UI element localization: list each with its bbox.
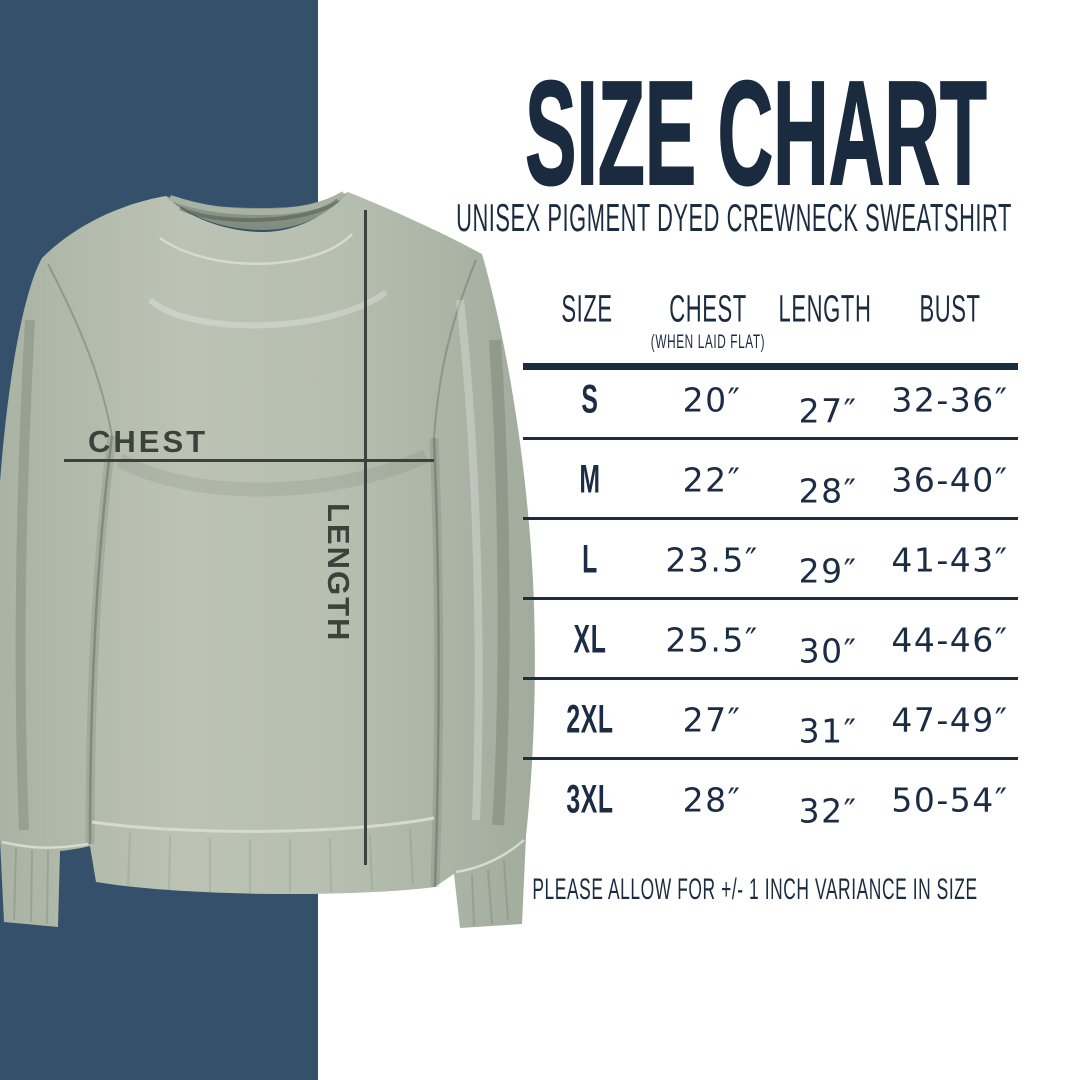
chest-cell: 25.5″ <box>665 620 759 660</box>
chest-cell: 23.5″ <box>665 540 759 580</box>
bust-cell: 41-43″ <box>891 540 1009 580</box>
length-cell: 32″ <box>798 791 858 831</box>
bust-cell: 44-46″ <box>891 620 1009 660</box>
table-row: L 23.5″ 29″ 41-43″ <box>0 520 1080 600</box>
size-cell: L <box>582 537 598 582</box>
chest-measure-line <box>64 459 434 462</box>
page-title: SIZE CHART <box>525 51 988 216</box>
variance-note: PLEASE ALLOW FOR +/- 1 INCH VARIANCE IN … <box>532 873 978 906</box>
table-row: XL 25.5″ 30″ 44-46″ <box>0 600 1080 680</box>
chest-cell: 27″ <box>682 700 742 740</box>
bust-cell: 50-54″ <box>891 780 1009 820</box>
size-cell: S <box>581 377 599 422</box>
size-cell: 3XL <box>566 777 614 822</box>
length-cell: 27″ <box>798 391 858 431</box>
size-cell: XL <box>573 617 607 662</box>
column-header-chest-subnote: (WHEN LAID FLAT) <box>650 332 766 353</box>
table-row: S 20″ 27″ 32-36″ <box>0 360 1080 440</box>
length-cell: 28″ <box>798 471 858 511</box>
length-cell: 30″ <box>798 631 858 671</box>
length-cell: 31″ <box>798 711 858 751</box>
chest-cell: 22″ <box>682 460 742 500</box>
size-cell: M <box>579 457 601 502</box>
chest-cell: 20″ <box>682 380 742 420</box>
bust-cell: 32-36″ <box>891 380 1009 420</box>
column-header-length: LENGTH <box>778 288 872 331</box>
column-header-size: SIZE <box>561 288 613 331</box>
length-cell: 29″ <box>798 551 858 591</box>
table-row: 2XL 27″ 31″ 47-49″ <box>0 680 1080 760</box>
column-header-bust: BUST <box>919 288 981 331</box>
chest-measure-label: CHEST <box>88 424 209 459</box>
sweatshirt-image <box>0 191 535 928</box>
size-table: S 20″ 27″ 32-36″ M 22″ 28″ 36-40″ L 23.5… <box>0 360 1080 840</box>
table-row: M 22″ 28″ 36-40″ <box>0 440 1080 520</box>
length-measure-line <box>364 210 367 865</box>
page-subtitle: UNISEX PIGMENT DYED CREWNECK SWEATSHIRT <box>456 197 1012 240</box>
table-row: 3XL 28″ 32″ 50-54″ <box>0 760 1080 840</box>
size-cell: 2XL <box>566 697 614 742</box>
chest-cell: 28″ <box>682 780 742 820</box>
bust-cell: 47-49″ <box>891 700 1009 740</box>
length-measure-label: LENGTH <box>321 503 356 643</box>
bust-cell: 36-40″ <box>891 460 1009 500</box>
column-header-chest: CHEST <box>669 288 747 331</box>
table-header-rule <box>523 363 1018 370</box>
